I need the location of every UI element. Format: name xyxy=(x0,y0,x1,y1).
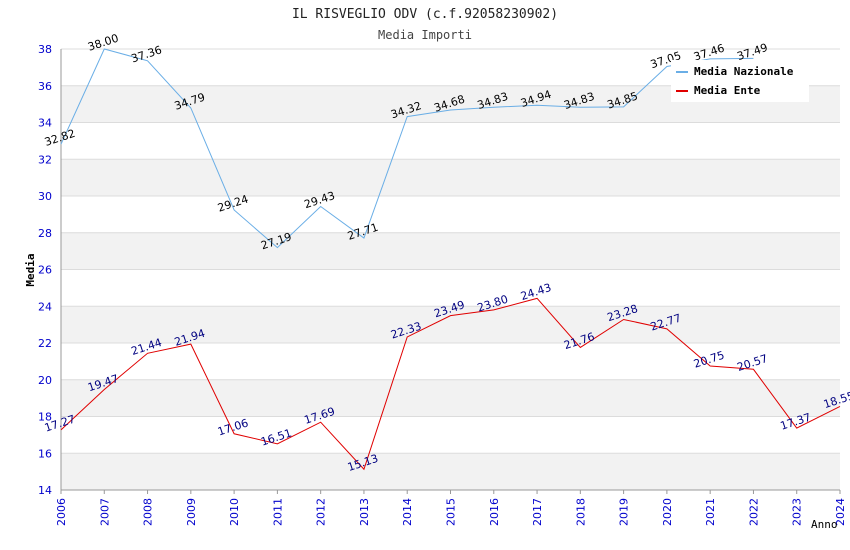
x-tick-label: 2016 xyxy=(488,498,501,526)
y-tick-label: 28 xyxy=(38,227,52,240)
chart-subtitle: Media Importi xyxy=(378,28,472,42)
x-tick-label: 2010 xyxy=(228,498,241,526)
x-tick-label: 2008 xyxy=(142,498,155,526)
x-tick-label: 2019 xyxy=(618,498,631,526)
series-line-media-nazionale xyxy=(60,48,754,249)
x-tick-label: 2006 xyxy=(55,498,68,526)
y-tick-label: 36 xyxy=(38,80,52,93)
x-tick-label: 2009 xyxy=(185,498,198,526)
y-tick-label: 16 xyxy=(38,447,52,460)
plot-band xyxy=(61,159,840,196)
legend: Media Nazionale Media Ente xyxy=(671,60,809,102)
series-line-media-ente xyxy=(60,297,841,471)
series-lines xyxy=(60,48,841,471)
legend-box xyxy=(671,60,809,102)
x-tick-label: 2020 xyxy=(661,498,674,526)
plot-bands xyxy=(61,48,840,491)
x-tick-label: 2013 xyxy=(358,498,371,526)
x-tick-label: 2021 xyxy=(704,498,717,526)
y-axis-title: Media xyxy=(24,253,37,286)
y-tick-label: 14 xyxy=(38,484,52,497)
y-tick-label: 26 xyxy=(38,264,52,277)
x-tick-label: 2023 xyxy=(791,498,804,526)
y-tick-label: 18 xyxy=(38,411,52,424)
plot-band xyxy=(61,232,840,270)
plot-band xyxy=(61,306,840,343)
y-tick-label: 34 xyxy=(38,117,52,130)
plot-band xyxy=(61,379,840,417)
x-tick-label: 2011 xyxy=(271,498,284,526)
x-tick-label: 2007 xyxy=(98,498,111,526)
plot-band xyxy=(61,453,840,490)
y-axis: 14 16 18 20 22 24 26 28 30 32 34 36 38 xyxy=(38,43,62,497)
y-tick-label: 20 xyxy=(38,374,52,387)
x-tick-label: 2017 xyxy=(531,498,544,526)
x-tick-label: 2015 xyxy=(445,498,458,526)
x-tick-label: 2022 xyxy=(747,498,760,526)
y-tick-label: 38 xyxy=(38,43,52,56)
x-tick-label: 2024 xyxy=(834,498,847,526)
x-tick-label: 2018 xyxy=(574,498,587,526)
x-axis-title: Anno xyxy=(811,518,838,531)
y-tick-label: 30 xyxy=(38,190,52,203)
y-tick-label: 22 xyxy=(38,337,52,350)
x-tick-label: 2014 xyxy=(401,498,414,526)
x-tick-label: 2012 xyxy=(315,498,328,526)
y-tick-label: 32 xyxy=(38,153,52,166)
y-tick-label: 24 xyxy=(38,300,52,313)
chart-title: IL RISVEGLIO ODV (c.f.92058230902) xyxy=(292,7,558,22)
legend-label-media-ente: Media Ente xyxy=(694,84,761,97)
x-axis: 2006 2007 2008 2009 2010 2011 2012 2013 2014 2015… xyxy=(55,489,847,526)
legend-label-media-nazionale: Media Nazionale xyxy=(694,65,794,78)
